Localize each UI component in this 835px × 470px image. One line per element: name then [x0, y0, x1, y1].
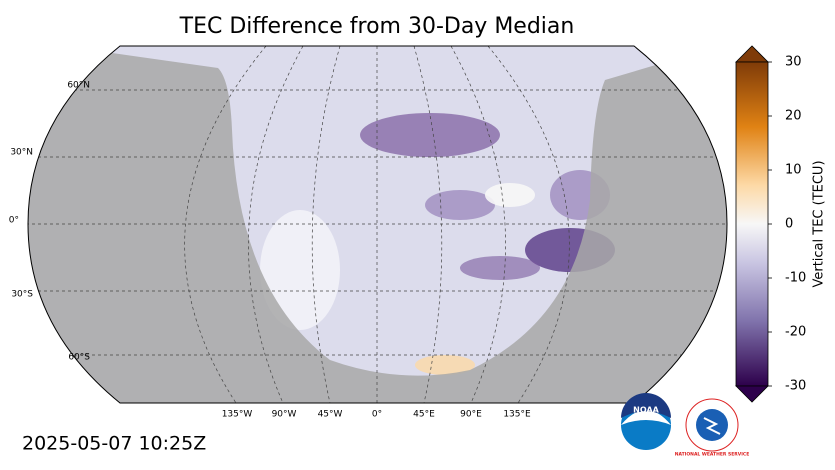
anomaly — [360, 113, 500, 157]
anomaly — [260, 210, 340, 330]
noaa-text: NOAA — [633, 406, 659, 415]
lon-label: 90°E — [460, 410, 482, 420]
lat-label: 30°N — [10, 148, 33, 158]
lat-label: 30°S — [11, 290, 33, 300]
lon-label: 135°W — [222, 410, 253, 420]
graticule — [28, 46, 727, 403]
anomaly — [485, 183, 535, 207]
lon-label: 135°E — [503, 410, 531, 420]
lon-label: 0° — [372, 410, 382, 420]
colorbar — [735, 45, 769, 403]
colorbar-tick-label: 30 — [785, 55, 802, 70]
colorbar-tick-label: -30 — [785, 379, 806, 394]
lat-label: 0° — [9, 216, 19, 226]
colorbar-label: Vertical TEC (TECU) — [812, 160, 827, 287]
night-shade — [28, 46, 727, 403]
noaa-logo: NOAA — [621, 393, 671, 450]
anomaly — [415, 355, 475, 375]
lat-label: 60°N — [67, 81, 90, 91]
anomaly — [425, 190, 495, 220]
lat-label: 60°S — [68, 353, 90, 363]
title: TEC Difference from 30-Day Median — [179, 14, 575, 39]
colorbar-tick-label: 10 — [785, 163, 802, 178]
colorbar-tick-label: 0 — [785, 217, 793, 232]
nws-text: NATIONAL WEATHER SERVICE — [675, 452, 750, 458]
anomaly — [460, 256, 540, 280]
colorbar-tick-label: 20 — [785, 109, 802, 124]
nws-logo: NATIONAL WEATHER SERVICE — [675, 398, 750, 458]
colorbar-tick-label: -20 — [785, 325, 806, 340]
lon-label: 45°W — [318, 410, 343, 420]
lon-label: 45°E — [413, 410, 435, 420]
colorbar-tick-label: -10 — [785, 271, 806, 286]
lon-label: 90°W — [272, 410, 297, 420]
timestamp: 2025-05-07 10:25Z — [22, 433, 206, 455]
map — [28, 46, 727, 403]
